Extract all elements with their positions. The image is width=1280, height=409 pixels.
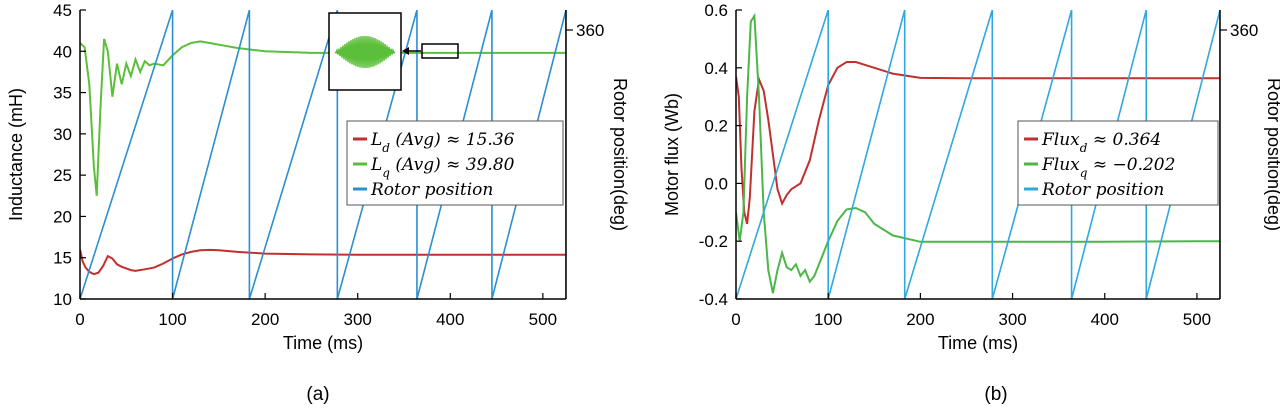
legend-box xyxy=(1017,120,1219,206)
plot-area xyxy=(736,10,1220,299)
y-tick-label: -0.4 xyxy=(699,290,728,309)
x-tick-label: 200 xyxy=(906,310,934,329)
y-tick-label: 0.0 xyxy=(704,174,728,193)
x-tick-label: 400 xyxy=(436,310,464,329)
zoom-source-box xyxy=(421,43,459,59)
legend-box xyxy=(346,120,564,206)
x-tick-label: 100 xyxy=(158,310,186,329)
legend-label: Rotor position xyxy=(1041,180,1164,200)
y2-tick-label: 360 xyxy=(576,21,604,40)
x-axis-label: Time (ms) xyxy=(283,333,363,353)
x-tick-label: 300 xyxy=(344,310,372,329)
chart-panel-a: 0 100 200 300 400 500 10 15 20 25 30 35 40 45 360 Time … xyxy=(6,1,630,405)
chart-panel-b: 0 100 200 300 400 500 -0.4 -0.2 0.0 0.2 0.4 0.6 360 T… xyxy=(662,1,1280,405)
y-tick-label: 15 xyxy=(53,249,72,268)
series-line-d xyxy=(736,61,1220,225)
series-line-q xyxy=(736,12,1220,294)
x-tick-label: 0 xyxy=(731,310,740,329)
legend-label: Fluxd ≈ 0.364 xyxy=(1041,130,1161,155)
zoom-arrowhead xyxy=(402,47,409,55)
caption: (a) xyxy=(306,384,329,405)
x-tick-label: 200 xyxy=(251,310,279,329)
y-tick-label: 0.4 xyxy=(704,59,728,78)
y-tick-label: 45 xyxy=(53,1,72,20)
x-tick-label: 0 xyxy=(75,310,84,329)
x-tick-label: 500 xyxy=(1183,310,1211,329)
y-tick-label: 30 xyxy=(53,125,72,144)
caption: (b) xyxy=(984,384,1007,405)
y-tick-label: 35 xyxy=(53,84,72,103)
inset-ripple xyxy=(334,35,396,69)
y2-axis-label: Rotor position(deg) xyxy=(610,78,630,231)
legend-label: Lq (Avg) ≈ 39.80 xyxy=(370,155,515,180)
y-tick-label: 25 xyxy=(53,166,72,185)
y-tick-label: 0.2 xyxy=(704,117,728,136)
y-tick-label: -0.2 xyxy=(699,232,728,251)
y-axis-label: Inductance (mH) xyxy=(6,88,26,221)
y-axis-label: Motor flux (Wb) xyxy=(662,93,682,216)
y-tick-label: 10 xyxy=(53,290,72,309)
y-tick-label: 40 xyxy=(53,42,72,61)
x-tick-label: 400 xyxy=(1091,310,1119,329)
y2-axis-label: Rotor position(deg) xyxy=(1264,78,1280,231)
y2-tick-label: 360 xyxy=(1230,21,1258,40)
x-tick-label: 100 xyxy=(814,310,842,329)
y-tick-label: 20 xyxy=(53,207,72,226)
y-tick-label: 0.6 xyxy=(704,1,728,20)
legend-label: Fluxq ≈ −0.202 xyxy=(1041,155,1175,180)
legend-label: Rotor position xyxy=(370,180,493,200)
legend-label: Ld (Avg) ≈ 15.36 xyxy=(370,130,515,155)
inset-zoom xyxy=(328,12,459,91)
x-tick-label: 300 xyxy=(998,310,1026,329)
x-tick-label: 500 xyxy=(529,310,557,329)
x-axis-label: Time (ms) xyxy=(938,333,1018,353)
series-line-d xyxy=(80,248,566,276)
